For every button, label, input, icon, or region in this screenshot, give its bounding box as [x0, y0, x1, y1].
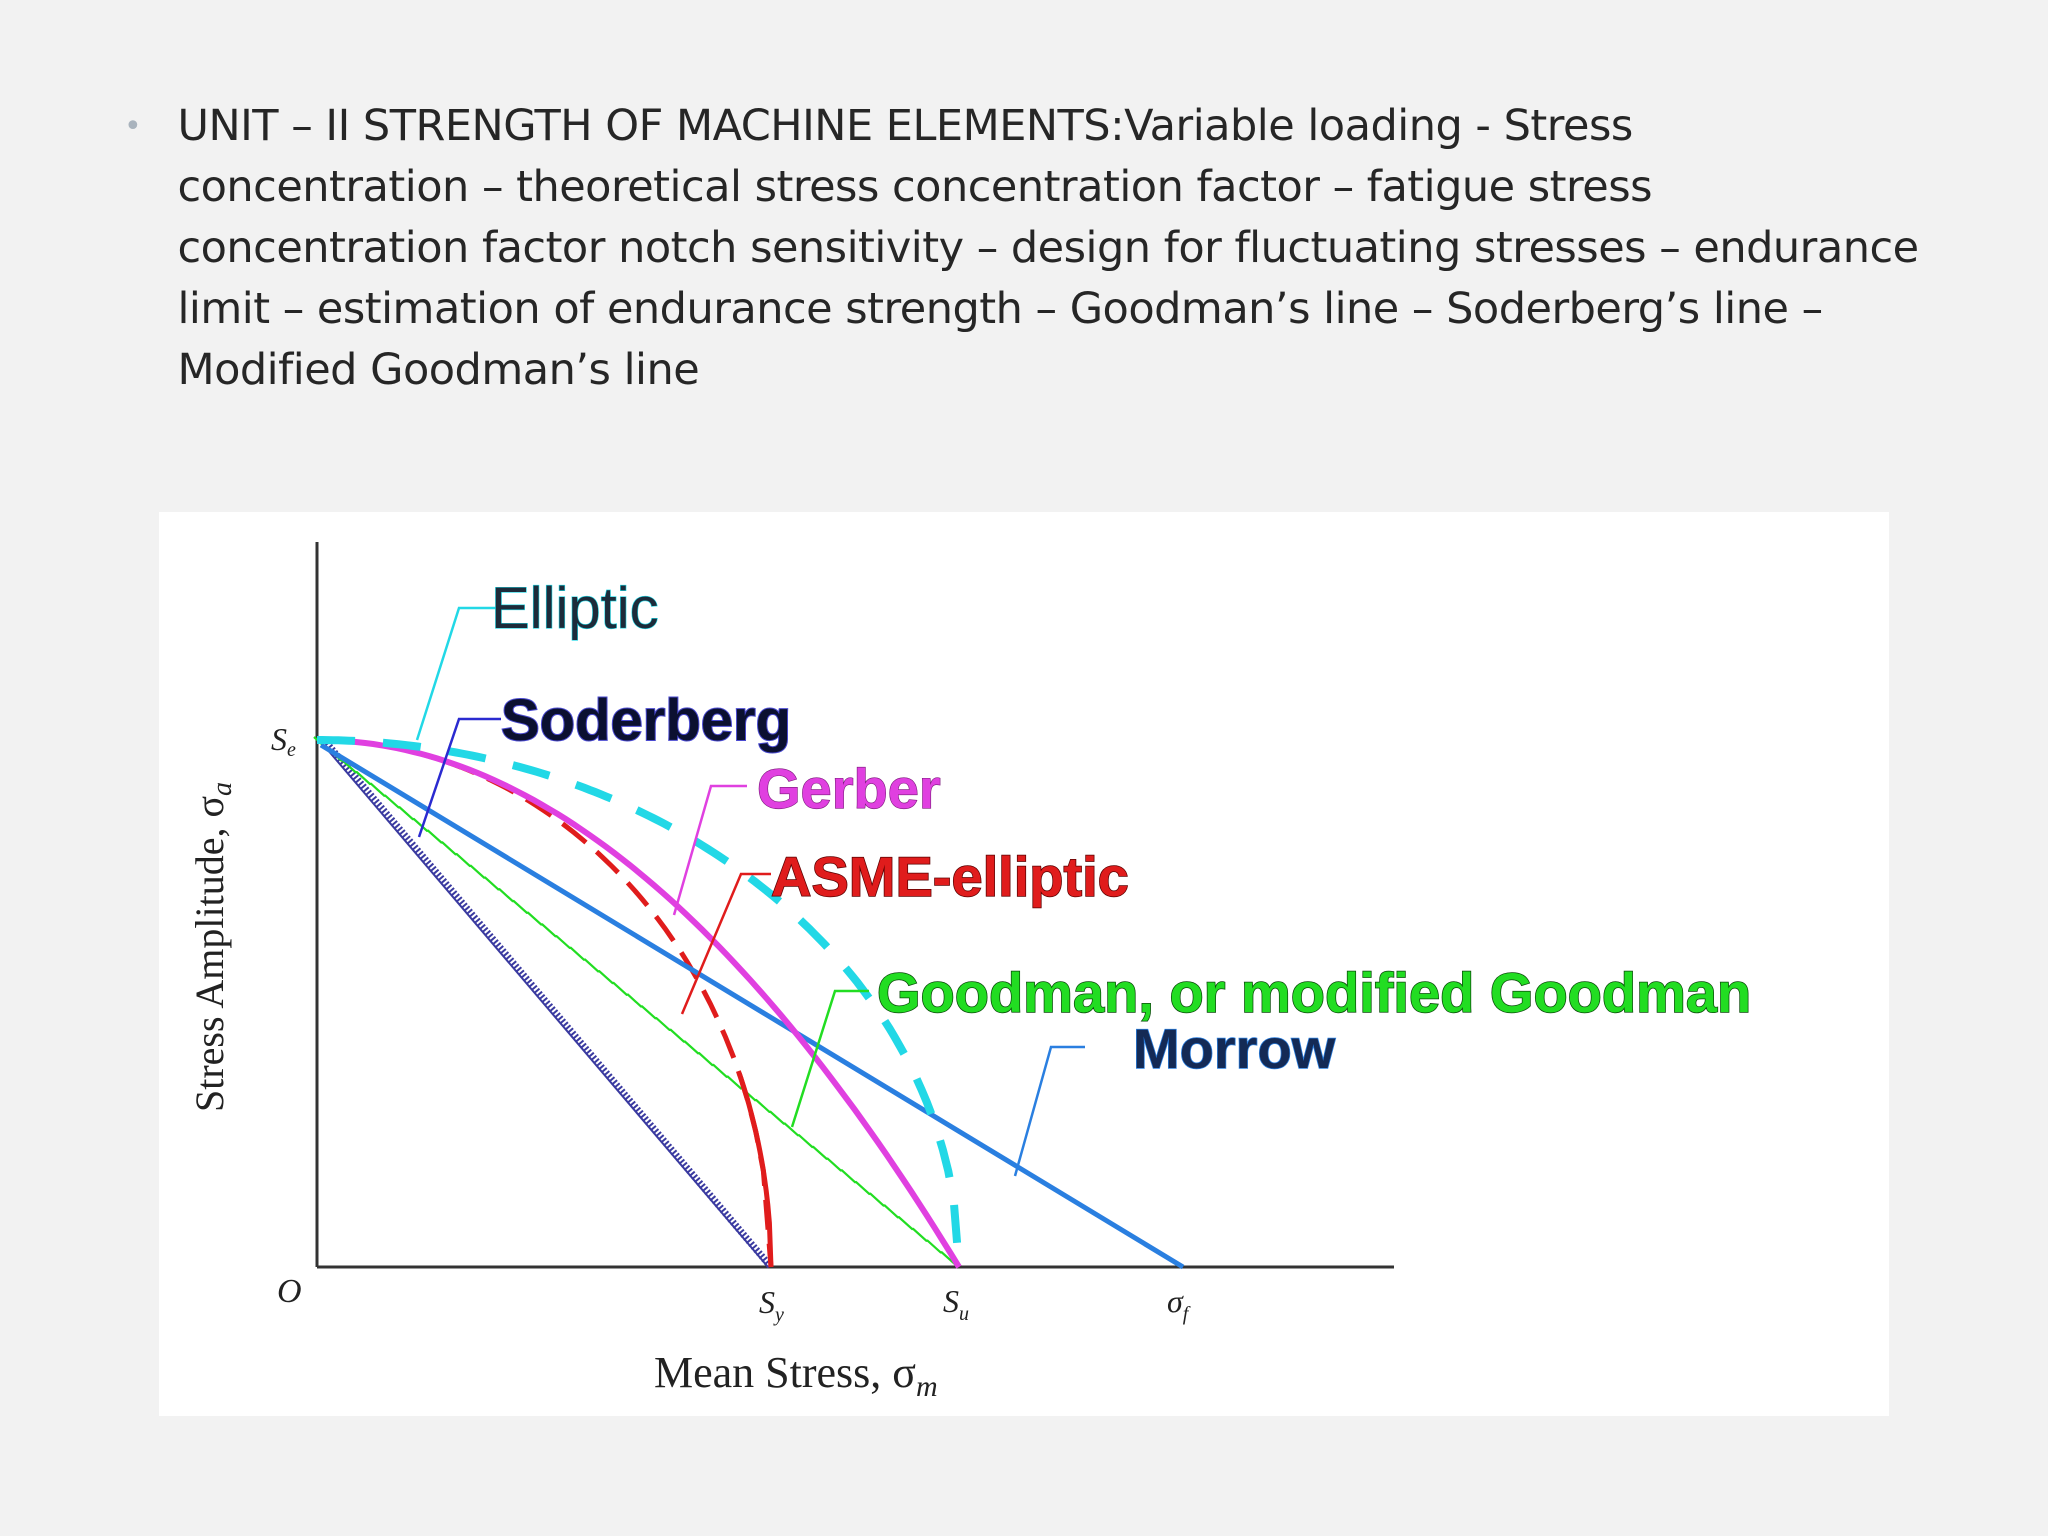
elliptic-leader	[415, 606, 497, 741]
fatigue-diagram: Stress Amplitude, σa Mean Stress, σm O S…	[159, 512, 1889, 1416]
gerber-label: Gerber	[757, 757, 941, 820]
elliptic-curve	[317, 736, 963, 1268]
morrow-curve	[319, 742, 1185, 1270]
asme-elliptic-tail	[736, 1072, 774, 1268]
goodman-label: Goodman, or modified Goodman	[877, 961, 1751, 1024]
se-label: Se	[271, 721, 296, 761]
fatigue-diagram-svg: Stress Amplitude, σa Mean Stress, σm O S…	[187, 542, 1752, 1403]
unit-description: UNIT – II STRENGTH OF MACHINE ELEMENTS:V…	[177, 101, 1919, 395]
goodman-curve	[313, 736, 957, 1266]
goodman-leader	[790, 989, 869, 1128]
morrow-label: Morrow	[1133, 1017, 1336, 1080]
su-label: Su	[943, 1283, 969, 1325]
gerber-curve	[316, 737, 962, 1269]
y-axis-label: Stress Amplitude, σa	[187, 782, 238, 1112]
sf-label: σf	[1167, 1283, 1191, 1325]
soderberg-curve-core	[320, 741, 769, 1268]
soderberg-curve	[321, 737, 774, 1270]
elliptic-label: Elliptic	[491, 576, 659, 641]
slide-text-block: • UNIT – II STRENGTH OF MACHINE ELEMENTS…	[120, 96, 1960, 401]
morrow-leader	[1013, 1045, 1085, 1177]
asme-elliptic-label: ASME-elliptic	[771, 845, 1129, 908]
origin-label: O	[277, 1273, 302, 1310]
bullet-point: •	[124, 109, 142, 144]
asme-leader	[680, 872, 771, 1015]
gerber-leader	[672, 784, 747, 916]
asme-elliptic-curve	[316, 737, 774, 1268]
x-axis-label: Mean Stress, σm	[654, 1348, 938, 1403]
sy-label: Sy	[759, 1284, 784, 1326]
soderberg-label: Soderberg	[501, 688, 791, 753]
soderberg-leader	[417, 717, 501, 838]
